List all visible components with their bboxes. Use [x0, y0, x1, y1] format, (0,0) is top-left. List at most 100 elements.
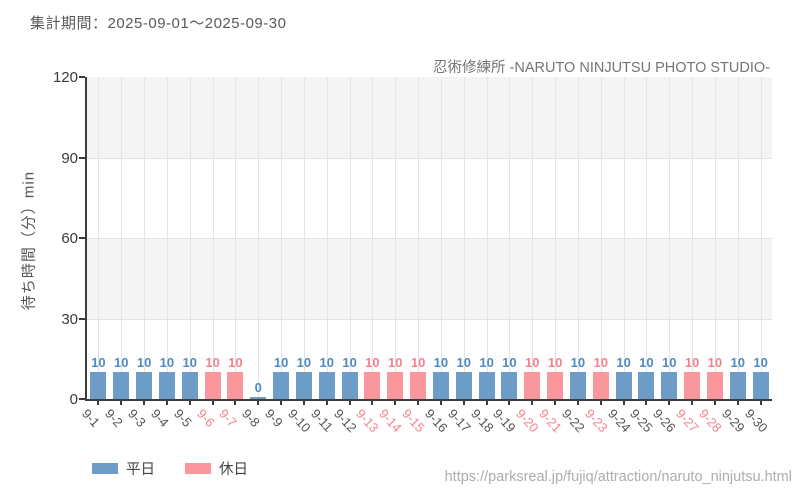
x-tick-label-9-29: 9-29	[718, 406, 748, 436]
y-tick-mark	[79, 317, 85, 320]
bar-9-24	[615, 372, 632, 399]
x-tick-mark	[257, 401, 260, 405]
y-tick-mark	[79, 237, 85, 239]
bar-value-label: 10	[570, 355, 586, 371]
x-tick-mark	[211, 401, 214, 405]
x-tick-mark	[668, 401, 671, 405]
bar-value-label: 10	[616, 355, 631, 371]
x-tick-label-9-19: 9-19	[490, 406, 520, 436]
x-tick-label-9-28: 9-28	[695, 406, 725, 436]
x-tick-mark	[576, 401, 579, 405]
bar-value-label: 10	[91, 355, 106, 371]
x-tick-label-9-14: 9-14	[376, 406, 406, 436]
x-tick-label-9-25: 9-25	[627, 406, 657, 436]
bar-value-label: 10	[639, 355, 654, 371]
bar-value-label: 10	[273, 355, 289, 371]
x-tick-mark	[188, 401, 191, 405]
x-tick-mark	[371, 401, 374, 405]
legend-label-holiday: 休日	[219, 462, 248, 478]
x-tick-label-9-17: 9-17	[444, 406, 474, 436]
x-tick-mark	[736, 401, 739, 405]
grid-band	[87, 318, 772, 399]
y-tick-label-60: 60	[61, 230, 78, 247]
bar-9-23	[592, 372, 609, 399]
bar-value-label: 10	[159, 355, 175, 371]
legend-item-weekday: 平日	[92, 458, 155, 479]
y-tick-mark	[79, 398, 85, 400]
x-tick-mark	[97, 401, 100, 405]
x-tick-mark	[759, 401, 762, 405]
grid-band	[87, 238, 772, 319]
x-tick-label-9-26: 9-26	[650, 406, 680, 436]
x-gridline	[121, 77, 123, 399]
bar-9-18	[478, 372, 495, 399]
x-gridline	[144, 77, 146, 399]
bar-9-11	[318, 372, 335, 399]
bar-value-label: 10	[296, 355, 312, 371]
bar-value-label: 10	[319, 355, 334, 371]
x-gridline	[714, 77, 716, 399]
x-gridline	[463, 77, 465, 399]
x-gridline	[669, 77, 671, 399]
bar-9-21	[547, 372, 564, 399]
x-gridline	[760, 77, 762, 399]
bar-value-label: 10	[479, 355, 494, 371]
bar-value-label: 10	[182, 355, 197, 371]
bar-value-label: 0	[254, 380, 262, 395]
bar-9-9	[273, 372, 290, 399]
x-gridline	[737, 77, 739, 399]
x-tick-label-9-21: 9-21	[536, 406, 565, 436]
x-tick-label-9-8: 9-8	[239, 406, 264, 430]
x-gridline	[258, 77, 260, 399]
x-tick-label-9-27: 9-27	[673, 406, 702, 436]
x-tick-mark	[143, 401, 146, 405]
bar-value-label: 10	[662, 355, 677, 371]
y-tick-mark	[79, 156, 85, 159]
x-gridline	[577, 77, 579, 399]
x-gridline	[555, 77, 557, 399]
x-gridline	[418, 77, 420, 399]
x-gridline	[395, 77, 397, 399]
y-tick-label-90: 90	[61, 149, 78, 167]
x-gridline	[166, 77, 168, 399]
x-tick-mark	[713, 401, 716, 405]
x-gridline	[349, 77, 351, 399]
bar-value-label: 10	[707, 355, 723, 371]
y-tick-label-30: 30	[61, 310, 78, 328]
y-axis-title: 待ち時間（分）min	[20, 170, 38, 311]
bar-9-29	[729, 372, 746, 399]
bar-9-6	[204, 372, 221, 399]
x-gridline	[303, 77, 305, 399]
bar-9-13	[364, 372, 381, 399]
bar-9-4	[158, 372, 175, 399]
legend-item-holiday: 休日	[185, 458, 248, 479]
bar-9-28	[706, 372, 723, 399]
x-gridline	[692, 77, 694, 399]
x-tick-mark	[508, 401, 511, 405]
x-gridline	[532, 77, 534, 399]
x-tick-mark	[622, 401, 625, 405]
x-tick-label-9-10: 9-10	[284, 406, 314, 436]
bar-9-7	[227, 372, 244, 399]
bar-value-label: 10	[593, 355, 608, 371]
x-gridline	[372, 77, 374, 399]
x-tick-mark	[485, 401, 488, 405]
x-gridline	[600, 77, 602, 399]
x-tick-mark	[417, 401, 420, 405]
y-gridline	[87, 318, 772, 320]
y-tick-label-0: 0	[69, 391, 78, 408]
bar-9-30	[752, 372, 769, 399]
x-tick-mark	[554, 401, 557, 405]
x-tick-mark	[302, 401, 305, 405]
weekday-color-swatch	[92, 463, 118, 474]
aggregation-period-label: 集計期間：2025-09-01～2025-09-30	[30, 15, 287, 32]
x-tick-mark	[439, 401, 442, 405]
source-url: https://parksreal.jp/fujiq/attraction/na…	[444, 469, 792, 485]
x-gridline	[440, 77, 442, 399]
plot-area: 10 10 10 10 10 10 10 0 10 10 10 10 10 10 10 10 10 10 10 10 1…	[85, 77, 772, 401]
x-tick-mark	[348, 401, 351, 405]
x-tick-label-9-16: 9-16	[421, 406, 451, 436]
bar-value-label: 10	[410, 355, 426, 371]
x-tick-label-9-6: 9-6	[193, 406, 218, 430]
